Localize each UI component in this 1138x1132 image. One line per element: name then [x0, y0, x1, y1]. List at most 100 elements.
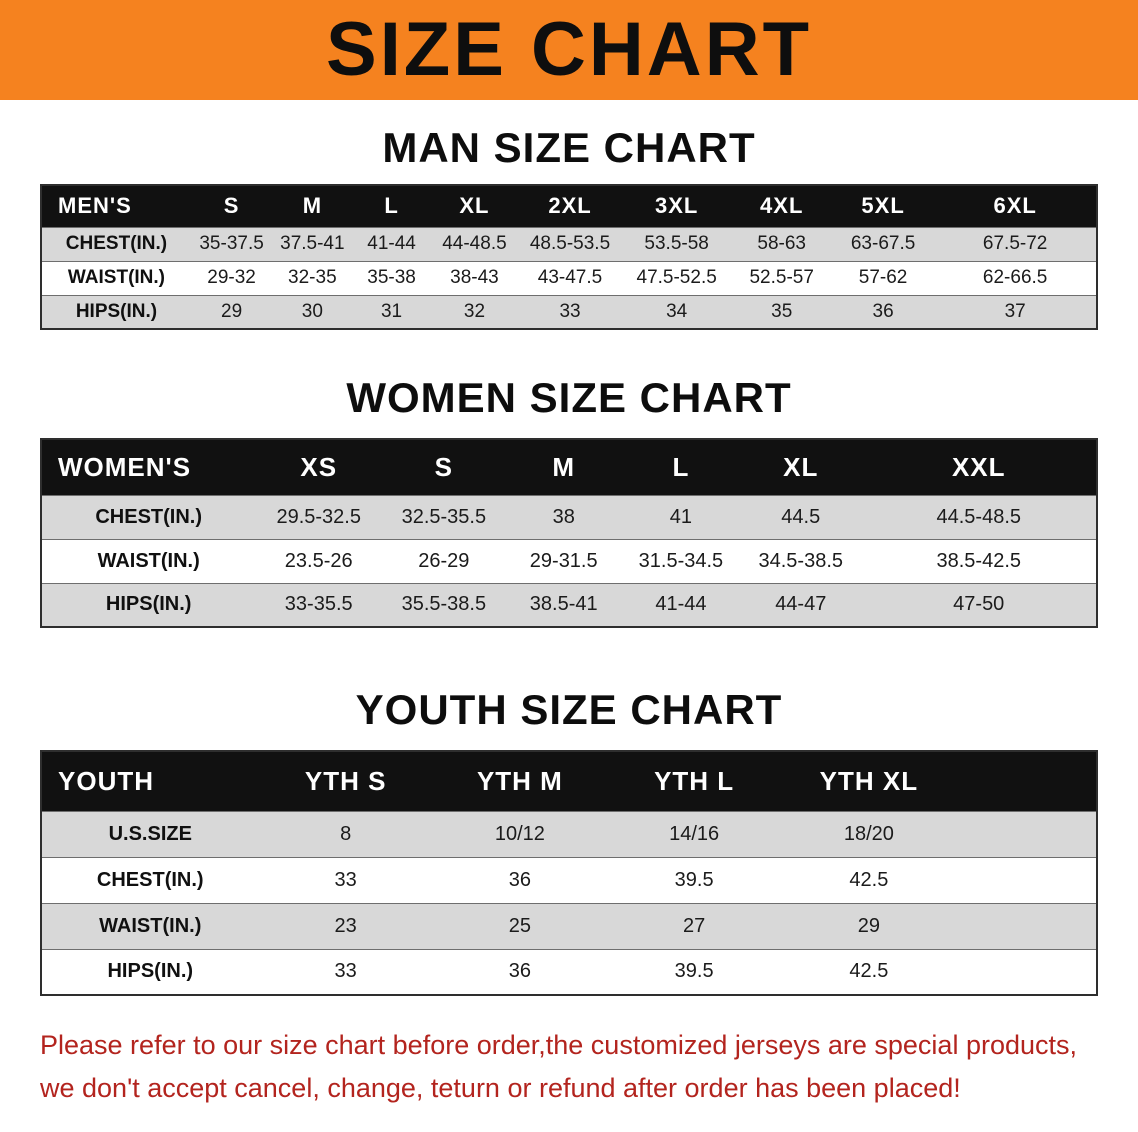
size-value: 26-29: [382, 538, 506, 583]
size-value: 34.5-38.5: [740, 538, 862, 583]
table-row: HIPS(IN.) 33 36 39.5 42.5: [41, 948, 1097, 995]
row-label: U.S.SIZE: [41, 810, 259, 857]
table-row: CHEST(IN.) 33 36 39.5 42.5: [41, 856, 1097, 903]
size-value: 43-47.5: [518, 260, 622, 295]
spacer-cell: [956, 948, 1097, 995]
size-column-header: 4XL: [731, 185, 832, 227]
spacer-cell: [956, 856, 1097, 903]
size-column-header: XS: [255, 439, 383, 495]
size-value: 39.5: [607, 948, 782, 995]
size-value: 32: [430, 294, 519, 329]
size-value: 34: [621, 294, 732, 329]
size-column-header: 2XL: [518, 185, 622, 227]
youth-size-chart-heading: YOUTH SIZE CHART: [355, 686, 783, 733]
size-value: 37: [934, 294, 1097, 329]
size-value: 52.5-57: [731, 260, 832, 295]
table-row: WAIST(IN.) 23 25 27 29: [41, 902, 1097, 949]
size-column-header: 5XL: [831, 185, 935, 227]
size-column-header: M: [505, 439, 622, 495]
size-column-header: M: [272, 185, 353, 227]
size-column-header: 6XL: [934, 185, 1097, 227]
size-value: 33: [518, 294, 622, 329]
row-label: CHEST(IN.): [41, 226, 191, 261]
man-size-chart-section: MAN SIZE CHART MEN'S S M L XL 2XL 3XL 4XL 5XL 6XL…: [0, 124, 1138, 330]
disclaimer-note: Please refer to our size chart before or…: [0, 1024, 1138, 1110]
size-value: 47-50: [861, 582, 1097, 627]
header-row: MEN'S S M L XL 2XL 3XL 4XL 5XL 6XL: [41, 185, 1097, 227]
size-value: 38: [505, 494, 622, 539]
size-value: 35.5-38.5: [382, 582, 506, 627]
size-value: 29: [190, 294, 273, 329]
womens-size-table: WOMEN'S XS S M L XL XXL CHEST(IN.) 29.5-32.5 32.5…: [40, 438, 1098, 628]
size-value: 33: [258, 856, 433, 903]
row-label: HIPS(IN.): [41, 294, 191, 329]
size-column-header: YTH XL: [781, 751, 957, 811]
size-value: 42.5: [781, 948, 957, 995]
size-column-header: S: [190, 185, 273, 227]
row-label: CHEST(IN.): [41, 856, 259, 903]
size-value: 39.5: [607, 856, 782, 903]
size-column-header: L: [352, 185, 431, 227]
row-label: WAIST(IN.): [41, 902, 259, 949]
table-row: U.S.SIZE 8 10/12 14/16 18/20: [41, 810, 1097, 857]
youth-size-chart-section: YOUTH SIZE CHART YOUTH YTH S YTH M YTH L YTH…: [0, 686, 1138, 996]
size-value: 8: [258, 810, 433, 857]
women-size-chart-section: WOMEN SIZE CHART WOMEN'S XS S M L XL XXL CHEST(…: [0, 374, 1138, 628]
size-value: 29.5-32.5: [255, 494, 383, 539]
size-value: 29: [781, 902, 957, 949]
man-size-chart-heading: MAN SIZE CHART: [382, 124, 756, 171]
size-value: 29-31.5: [505, 538, 622, 583]
size-value: 29-32: [190, 260, 273, 295]
size-value: 53.5-58: [621, 226, 732, 261]
size-value: 33-35.5: [255, 582, 383, 627]
mens-size-table: MEN'S S M L XL 2XL 3XL 4XL 5XL 6XL CHEST(IN.) 35-37…: [40, 184, 1098, 330]
size-column-header: YTH S: [258, 751, 433, 811]
size-value: 44.5: [740, 494, 862, 539]
size-value: 33: [258, 948, 433, 995]
spacer-cell: [956, 751, 1097, 811]
table-corner-label: YOUTH: [41, 751, 259, 811]
size-value: 35-37.5: [190, 226, 273, 261]
table-corner-label: MEN'S: [41, 185, 191, 227]
row-label: CHEST(IN.): [41, 494, 256, 539]
size-value: 18/20: [781, 810, 957, 857]
spacer-cell: [956, 810, 1097, 857]
size-value: 23.5-26: [255, 538, 383, 583]
size-value: 23: [258, 902, 433, 949]
size-value: 36: [432, 856, 607, 903]
banner-title: SIZE CHART: [326, 7, 812, 92]
size-value: 48.5-53.5: [518, 226, 622, 261]
size-value: 14/16: [607, 810, 782, 857]
size-value: 37.5-41: [272, 226, 353, 261]
row-label: HIPS(IN.): [41, 582, 256, 627]
size-value: 38.5-42.5: [861, 538, 1097, 583]
size-value: 31.5-34.5: [621, 538, 741, 583]
size-value: 10/12: [432, 810, 607, 857]
size-value: 62-66.5: [934, 260, 1097, 295]
size-value: 27: [607, 902, 782, 949]
disclaimer-line-1: Please refer to our size chart before or…: [40, 1030, 1078, 1060]
youth-size-table: YOUTH YTH S YTH M YTH L YTH XL U.S.SIZE 8 10/12…: [40, 750, 1098, 996]
size-value: 38.5-41: [505, 582, 622, 627]
size-value: 35: [731, 294, 832, 329]
size-column-header: XXL: [861, 439, 1097, 495]
disclaimer-line-2: we don't accept cancel, change, teturn o…: [40, 1073, 961, 1104]
size-column-header: S: [382, 439, 506, 495]
header-row: YOUTH YTH S YTH M YTH L YTH XL: [41, 751, 1097, 811]
size-value: 35-38: [352, 260, 431, 295]
size-column-header: 3XL: [621, 185, 732, 227]
size-value: 32-35: [272, 260, 353, 295]
size-value: 67.5-72: [934, 226, 1097, 261]
size-value: 57-62: [831, 260, 935, 295]
size-value: 38-43: [430, 260, 519, 295]
size-chart-banner: SIZE CHART: [0, 0, 1138, 100]
size-column-header: YTH L: [607, 751, 782, 811]
size-value: 44-48.5: [430, 226, 519, 261]
table-row: WAIST(IN.) 29-32 32-35 35-38 38-43 43-47.5 47.…: [41, 260, 1097, 295]
size-column-header: XL: [740, 439, 862, 495]
size-value: 44-47: [740, 582, 862, 627]
row-label: HIPS(IN.): [41, 948, 259, 995]
spacer-cell: [956, 902, 1097, 949]
size-value: 41-44: [352, 226, 431, 261]
